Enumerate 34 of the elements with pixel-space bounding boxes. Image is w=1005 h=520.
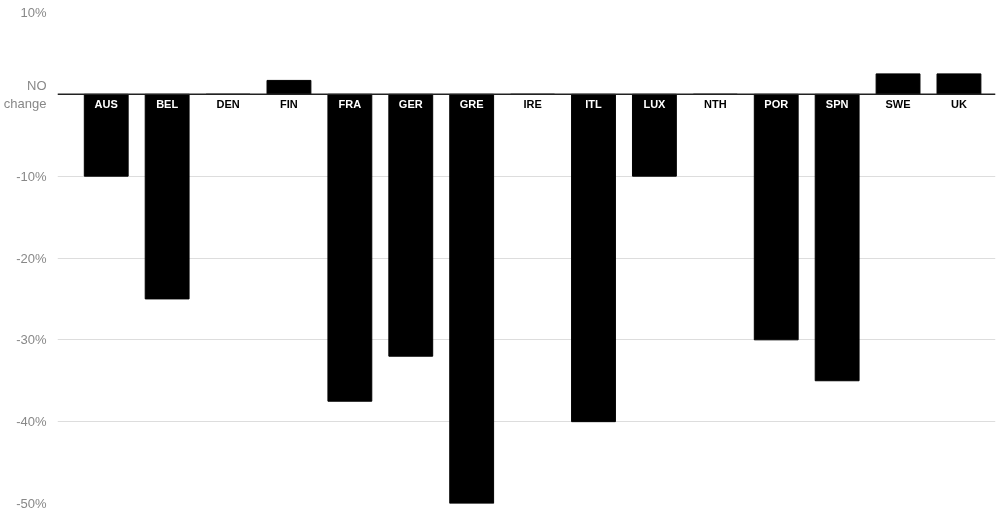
bar — [144, 93, 190, 300]
y-tick-label: -30% — [16, 332, 47, 348]
y-tick-label: 10% — [20, 5, 47, 20]
x-tick-label: AUS — [94, 98, 118, 111]
y-tick-label: -10% — [16, 168, 47, 184]
bar — [266, 79, 312, 95]
x-tick-label: SWE — [885, 98, 911, 111]
y-tick-label: -40% — [16, 414, 47, 430]
bar — [388, 93, 434, 357]
bar — [83, 93, 129, 177]
x-tick-label: DEN — [216, 98, 240, 111]
x-tick-label: LUX — [643, 98, 667, 111]
x-tick-label: SPN — [825, 98, 849, 111]
bar — [936, 73, 982, 95]
bar — [814, 93, 860, 382]
x-tick-label: ITL — [585, 98, 603, 111]
x-tick-label: BEL — [156, 98, 179, 111]
x-tick-label: POR — [764, 98, 789, 111]
x-tick-label: FIN — [280, 98, 298, 111]
x-tick-label: GRE — [459, 98, 484, 111]
y-tick-label: NO change — [3, 77, 47, 111]
x-tick-label: UK — [951, 98, 967, 111]
bar — [449, 93, 495, 504]
bar — [875, 73, 921, 95]
bar — [631, 93, 677, 177]
y-tick-label: -50% — [16, 496, 47, 511]
x-tick-label: GER — [398, 98, 423, 111]
x-tick-label: FRA — [338, 98, 362, 111]
x-tick-label: NTH — [704, 98, 727, 111]
bar — [327, 93, 373, 402]
x-tick-label: IRE — [523, 98, 542, 111]
bar — [753, 93, 799, 341]
bar — [571, 93, 616, 423]
y-tick-label: -20% — [16, 250, 47, 266]
